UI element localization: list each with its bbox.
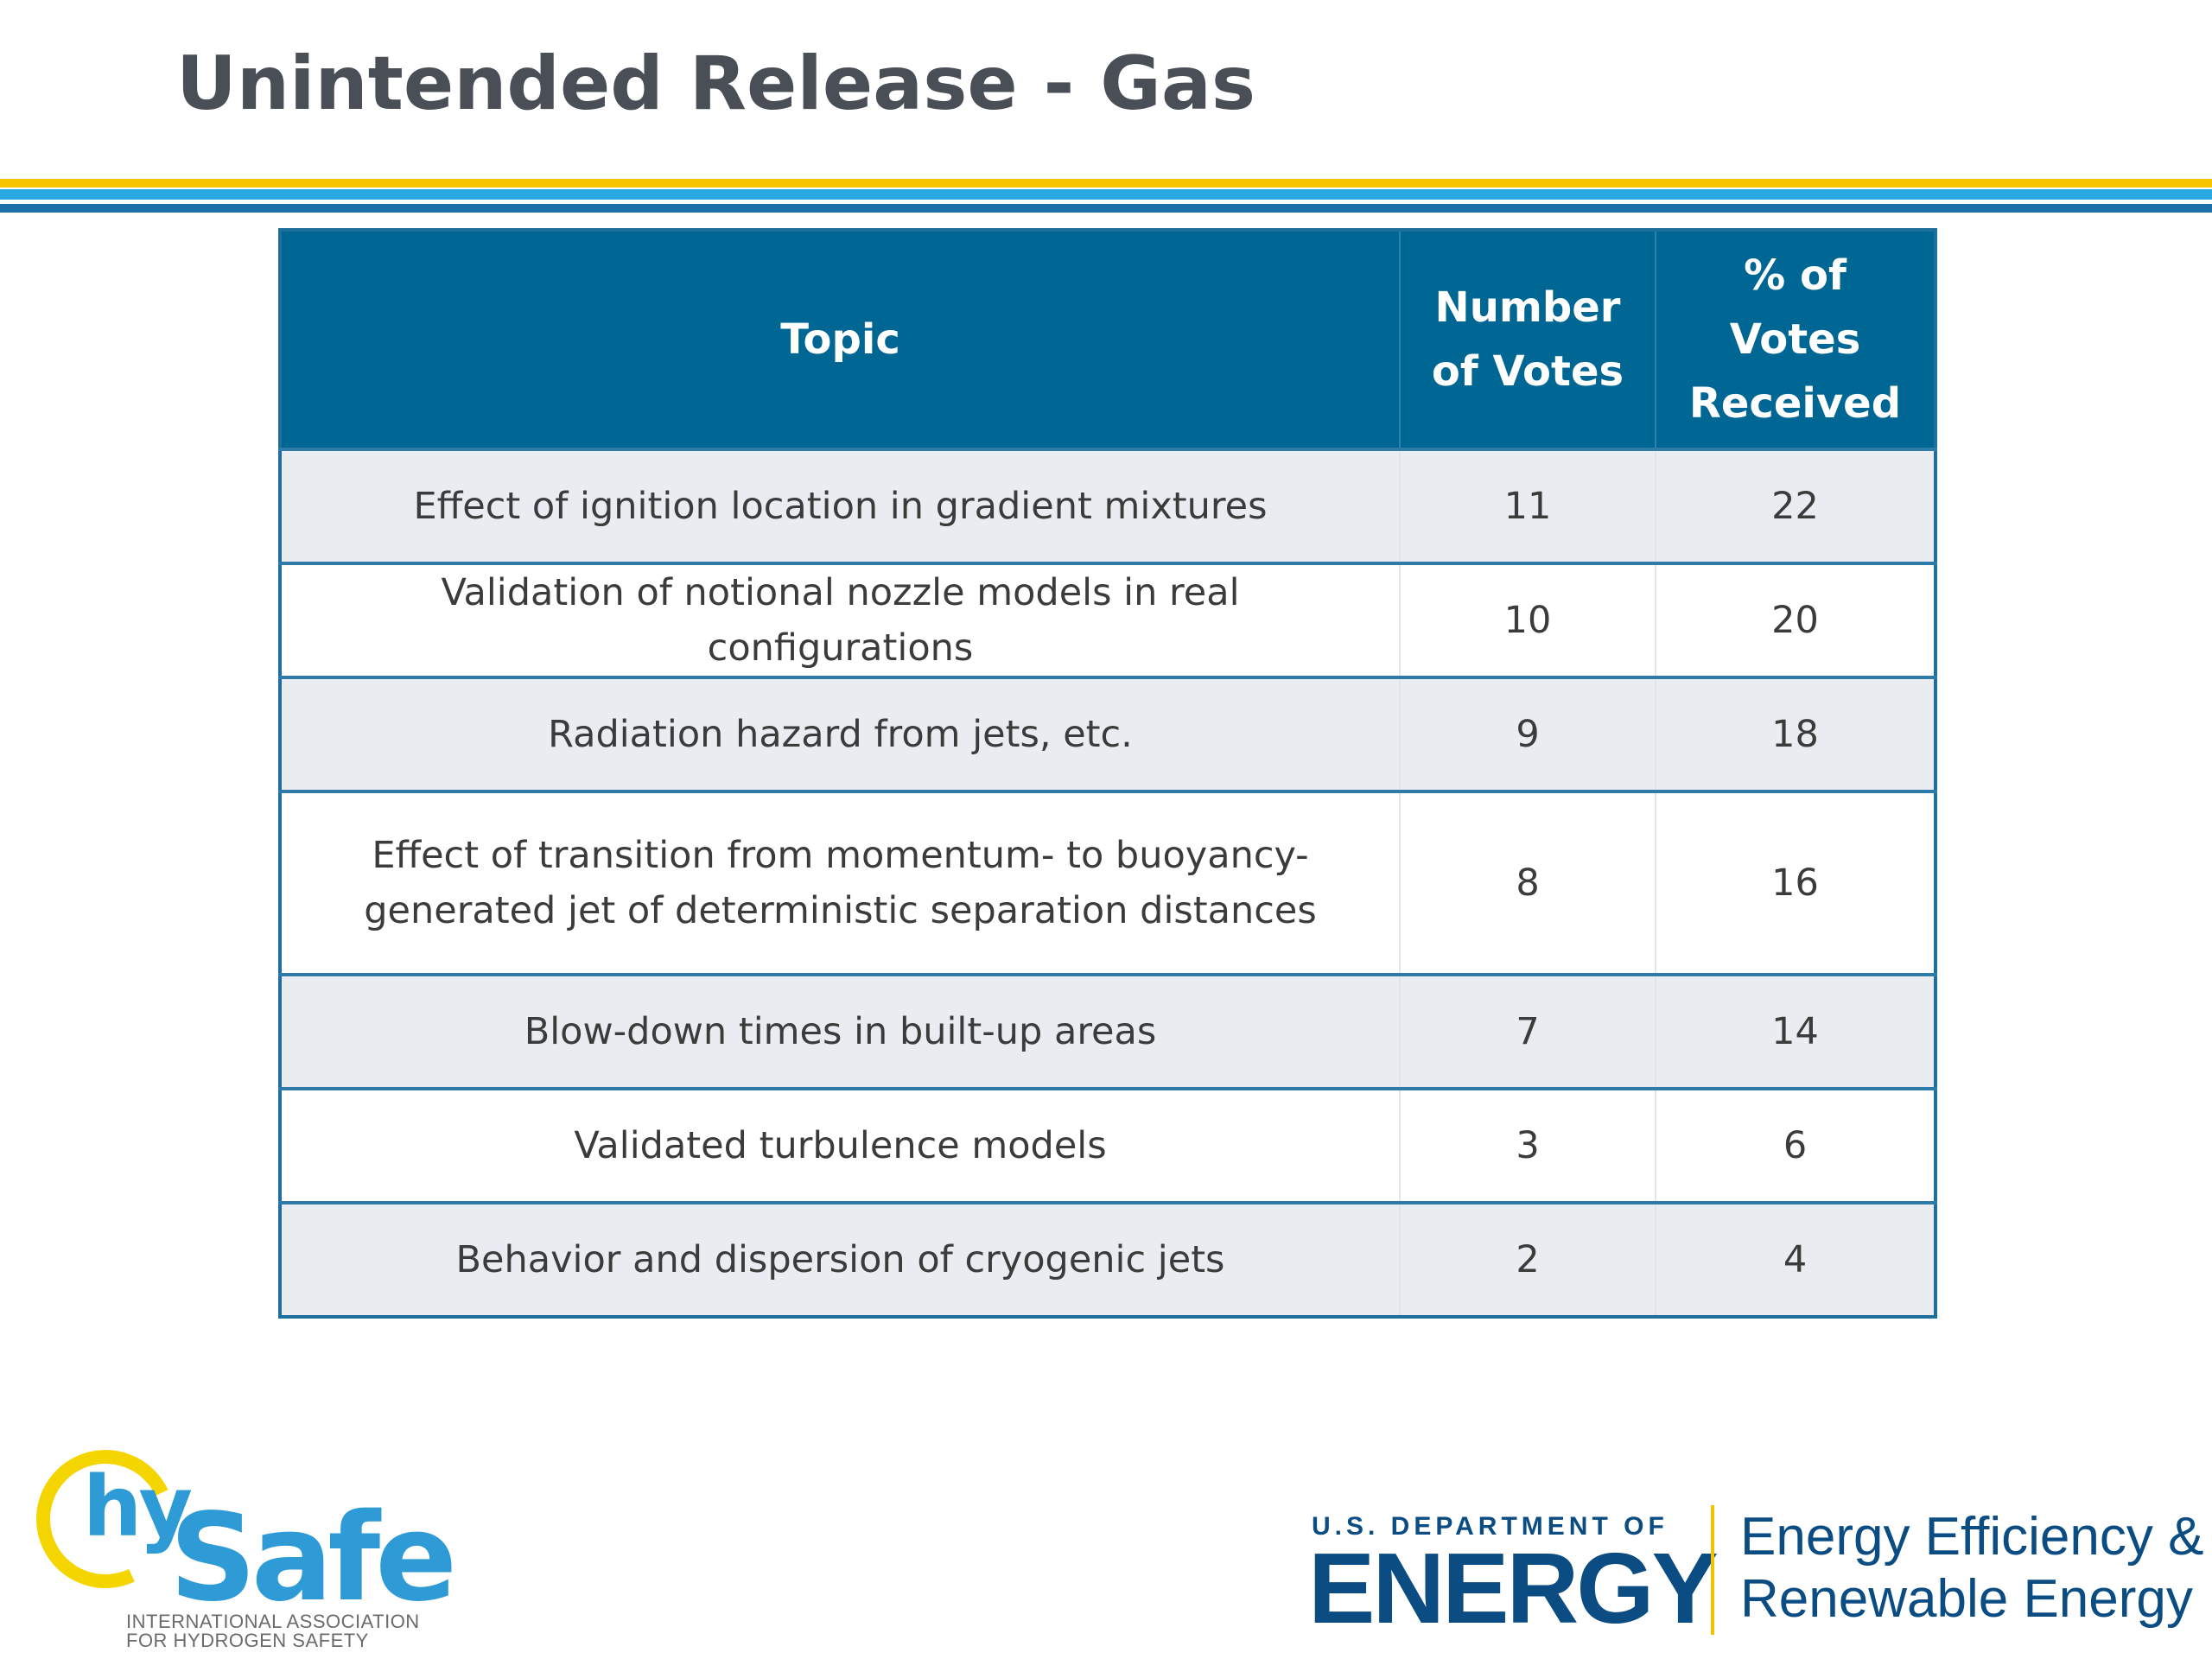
header-number-of-votes: Number of Votes [1399, 230, 1656, 449]
header-number-line2: of Votes [1431, 347, 1624, 396]
percent-cell: 16 [1655, 790, 1936, 975]
votes-table: Topic Number of Votes % of Votes Receive… [278, 228, 1937, 1319]
header-rule-dark-blue [0, 204, 2212, 213]
slide-title: Unintended Release - Gas [176, 41, 1256, 127]
hysafe-subtitle-line1: INTERNATIONAL ASSOCIATION [126, 1611, 420, 1632]
topic-cell: Effect of transition from momentum- to b… [280, 790, 1400, 975]
table-row: Effect of ignition location in gradient … [280, 448, 1936, 563]
table-row: Behavior and dispersion of cryogenic jet… [280, 1201, 1936, 1317]
topic-cell: Effect of ignition location in gradient … [280, 448, 1400, 563]
hysafe-safe-text: Safe [169, 1488, 457, 1629]
header-topic: Topic [280, 230, 1400, 449]
table-header-row: Topic Number of Votes % of Votes Receive… [280, 230, 1936, 449]
table-row: Radiation hazard from jets, etc. 9 18 [280, 676, 1936, 791]
percent-cell: 14 [1655, 973, 1936, 1089]
header-topic-label: Topic [780, 315, 900, 364]
votes-cell: 7 [1399, 973, 1656, 1089]
header-percent-line1: % of Votes [1729, 251, 1861, 364]
doe-logo-divider [1711, 1505, 1714, 1635]
percent-cell: 20 [1655, 562, 1936, 677]
votes-cell: 9 [1399, 676, 1656, 791]
topic-cell: Behavior and dispersion of cryogenic jet… [280, 1201, 1400, 1317]
table-row: Validation of notional nozzle models in … [280, 562, 1936, 677]
topic-cell: Blow-down times in built-up areas [280, 973, 1400, 1089]
topic-cell: Radiation hazard from jets, etc. [280, 676, 1400, 791]
votes-cell: 2 [1399, 1201, 1656, 1317]
header-rule-yellow [0, 179, 2212, 188]
topic-cell: Validated turbulence models [280, 1087, 1400, 1203]
topic-cell: Validation of notional nozzle models in … [280, 562, 1400, 677]
percent-cell: 4 [1655, 1201, 1936, 1317]
votes-cell: 3 [1399, 1087, 1656, 1203]
doe-department-text: U.S. DEPARTMENT OF [1312, 1512, 1669, 1541]
hysafe-hy-text: hy [83, 1459, 193, 1555]
header-percent-line2: Received [1688, 379, 1902, 428]
hysafe-subtitle-line2: FOR HYDROGEN SAFETY [126, 1630, 369, 1651]
percent-cell: 6 [1655, 1087, 1936, 1203]
doe-energy-text: ENERGY [1308, 1532, 1719, 1644]
table-row: Validated turbulence models 3 6 [280, 1087, 1936, 1203]
doe-eere-logo: U.S. DEPARTMENT OF ENERGY Energy Efficie… [1308, 1503, 2203, 1640]
topic-cell-line2: generated jet of deterministic separatio… [364, 889, 1317, 932]
topic-cell-line1: Effect of transition from momentum- to b… [372, 834, 1309, 877]
votes-cell: 11 [1399, 448, 1656, 563]
table-row: Effect of transition from momentum- to b… [280, 790, 1936, 975]
table-row: Blow-down times in built-up areas 7 14 [280, 973, 1936, 1089]
eere-line2: Renewable Energy [1740, 1569, 2193, 1629]
votes-cell: 8 [1399, 790, 1656, 975]
header-rule-light-blue [0, 189, 2212, 200]
votes-cell: 10 [1399, 562, 1656, 677]
eere-line1: Energy Efficiency & [1740, 1507, 2204, 1567]
header-percent-of-votes: % of Votes Received [1655, 230, 1936, 449]
percent-cell: 18 [1655, 676, 1936, 791]
hysafe-logo: hy Safe INTERNATIONAL ASSOCIATION FOR HY… [16, 1430, 457, 1652]
percent-cell: 22 [1655, 448, 1936, 563]
header-number-line1: Number [1434, 283, 1621, 332]
